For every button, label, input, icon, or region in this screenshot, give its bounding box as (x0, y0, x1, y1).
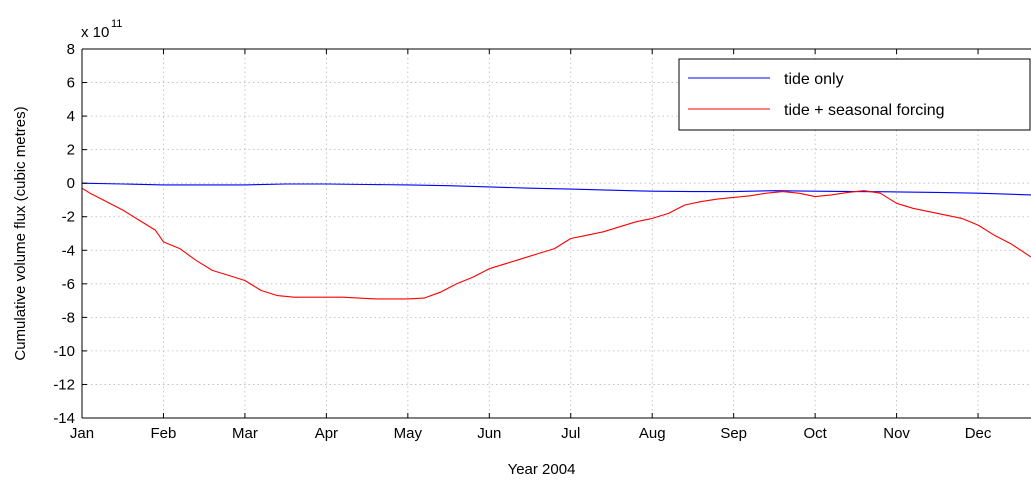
legend: tide only tide + seasonal forcing (678, 58, 1031, 131)
x-tick-label: Sep (720, 425, 747, 442)
x-tick-label: Mar (232, 425, 258, 442)
y-tick-label: 6 (67, 75, 75, 92)
x-tick-label: Dec (965, 425, 992, 442)
y-axis-label: Cumulative volume flux (cubic metres) (12, 106, 29, 360)
y-multiplier-base: x 10 (81, 24, 109, 41)
x-tick-label: Jan (70, 425, 94, 442)
axes (81, 48, 1031, 419)
y-tick-label: -8 (62, 309, 75, 326)
x-tick-label: Feb (151, 425, 177, 442)
x-tick-label: Oct (803, 425, 827, 442)
x-tick-label: Apr (315, 425, 338, 442)
y-axis-multiplier: x 10 11 (81, 18, 122, 41)
series-line-tide-seasonal (81, 187, 1031, 300)
y-tick-label: -6 (62, 276, 75, 293)
y-tick-label: 0 (67, 175, 75, 192)
y-tick-label: -4 (62, 242, 75, 259)
y-tick-label: 4 (67, 108, 75, 125)
x-tick-label: Jul (561, 425, 580, 442)
y-tick-label: -2 (62, 209, 75, 226)
x-axis-label: Year 2004 (508, 461, 576, 478)
y-tick-label: -14 (53, 410, 75, 427)
x-tick-label: Nov (883, 425, 910, 442)
legend-label-tide-seasonal: tide + seasonal forcing (784, 102, 945, 119)
y-tick-label: -12 (53, 376, 75, 393)
x-tick-label: May (394, 425, 423, 442)
series-layer (81, 182, 1031, 300)
x-tick-label: Jun (477, 425, 501, 442)
y-tick-label: 8 (67, 41, 75, 58)
series-line-tide-only (81, 182, 1031, 196)
y-tick-label: -10 (53, 343, 75, 360)
ticks: -14 -12 -10 -8 -6 -4 -2 0 2 4 6 8 Jan Feb Mar Apr May Jun… (53, 41, 992, 442)
grid (82, 49, 1031, 418)
y-tick-label: 2 (67, 142, 75, 159)
legend-label-tide-only: tide only (784, 71, 844, 88)
y-multiplier-exponent: 11 (111, 18, 122, 30)
legend-box (678, 58, 1031, 131)
x-tick-label: Aug (639, 425, 666, 442)
